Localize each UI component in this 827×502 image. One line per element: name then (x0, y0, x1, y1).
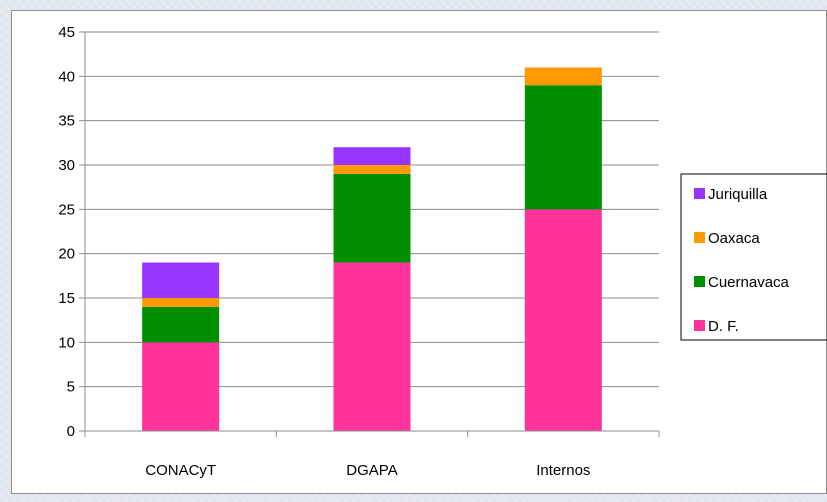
y-tick-label: 40 (58, 68, 75, 85)
bar-segment (142, 342, 220, 431)
bar-segment (333, 147, 411, 165)
legend-label: Cuernavaca (708, 274, 790, 291)
y-tick-label: 45 (58, 24, 75, 41)
y-tick-label: 15 (58, 290, 75, 307)
bar-segment (142, 306, 220, 343)
legend-swatch (694, 320, 705, 331)
legend-swatch (694, 276, 705, 287)
legend-label: D. F. (708, 318, 739, 335)
bar-segment (333, 173, 411, 263)
bar-segment (524, 209, 602, 431)
legend-box (680, 173, 827, 341)
x-tick-label: DGAPA (346, 462, 397, 479)
y-tick-label: 0 (67, 423, 75, 440)
y-tick-label: 10 (58, 334, 75, 351)
bar-segment (142, 298, 220, 307)
legend: Juriquilla Oaxaca Cuernavaca D. F. (680, 173, 827, 341)
x-tick-label: CONACyT (145, 462, 216, 479)
bar-segment (333, 262, 411, 431)
bar-segment (524, 67, 602, 86)
legend-swatch (694, 188, 705, 199)
bars (142, 67, 602, 431)
legend-label: Oaxaca (708, 230, 760, 247)
legend-label: Juriquilla (708, 186, 768, 203)
y-tick-label: 25 (58, 201, 75, 218)
legend-swatch (694, 232, 705, 243)
y-tick-label: 30 (58, 157, 75, 174)
bar-segment (142, 262, 220, 298)
x-tick-label: Internos (536, 462, 590, 479)
bar-segment (333, 165, 411, 174)
y-tick-label: 5 (67, 379, 75, 396)
y-tick-label: 35 (58, 113, 75, 130)
y-tick-label: 20 (58, 246, 75, 263)
axes: 0 5 10 15 20 25 30 35 40 45 CONACyT DGAPA Internos (58, 24, 660, 479)
bar-segment (524, 85, 602, 210)
